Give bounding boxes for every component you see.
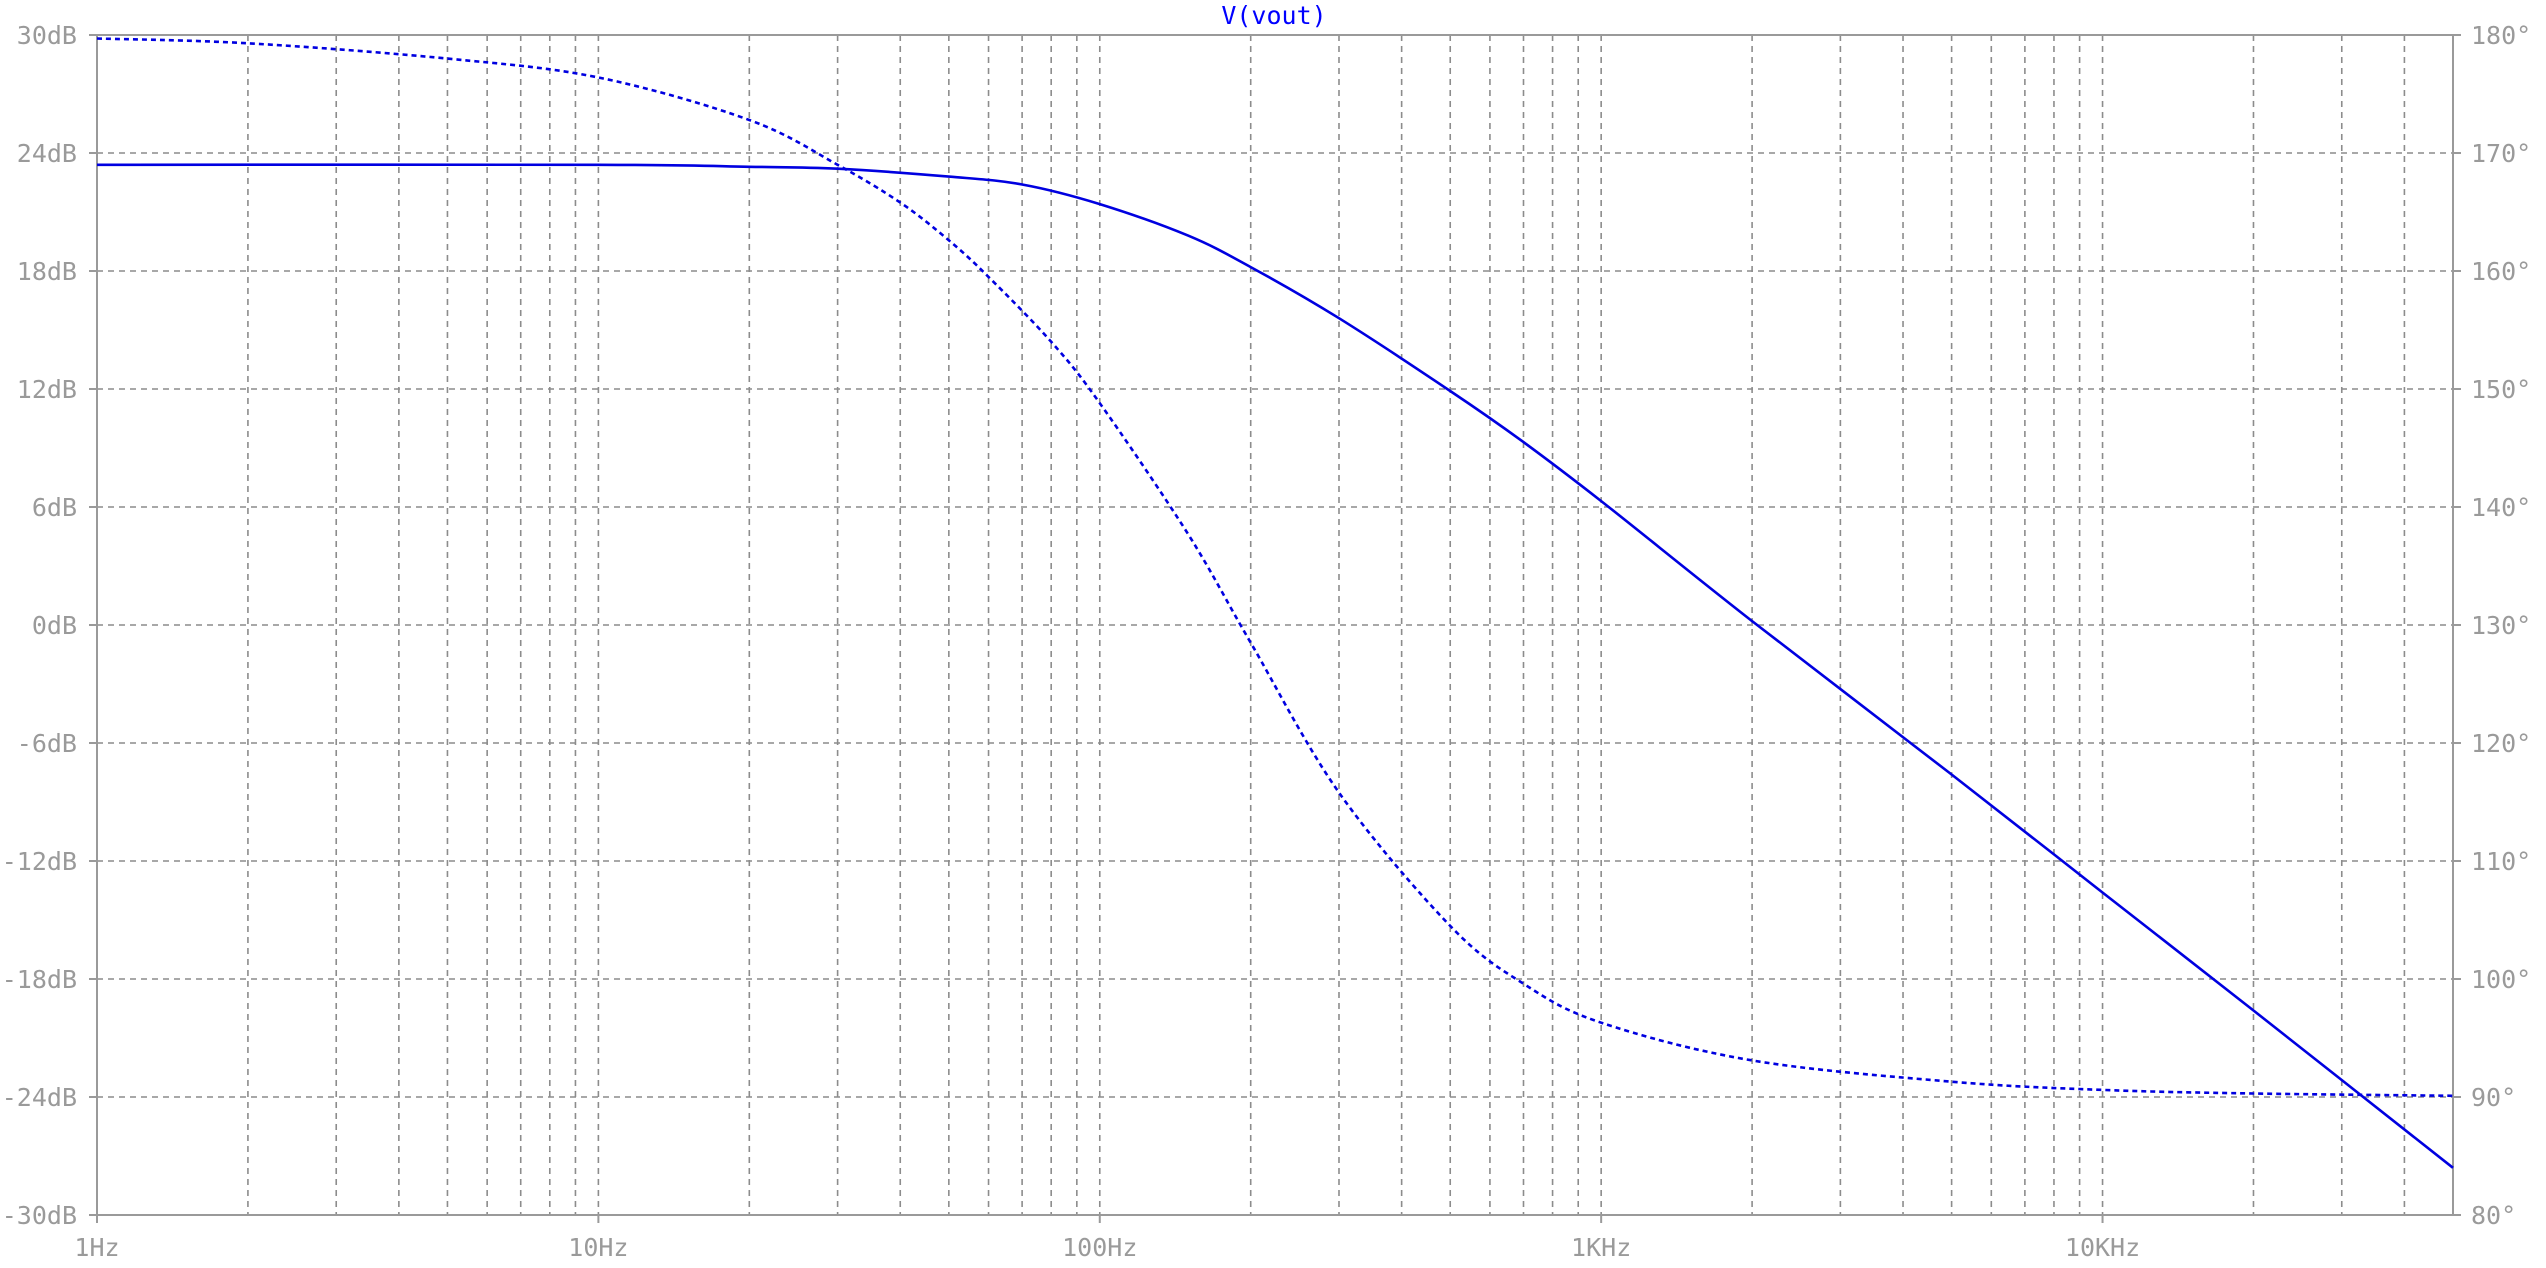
y-left-tick-label: 12dB bbox=[17, 375, 77, 404]
y-right-tick-label: 80° bbox=[2471, 1201, 2516, 1230]
x-tick-label: 1KHz bbox=[1571, 1233, 1631, 1262]
y-right-tick-label: 100° bbox=[2471, 965, 2531, 994]
y-right-tick-label: 180° bbox=[2471, 21, 2531, 50]
grid-lines bbox=[97, 35, 2453, 1215]
y-right-tick-label: 160° bbox=[2471, 257, 2531, 286]
y-left-axis-ticks: 30dB 24dB 18dB 12dB 6dB 0dB -6dB -12dB -18dB -24d… bbox=[2, 21, 97, 1230]
y-left-tick-label: -18dB bbox=[2, 965, 77, 994]
y-right-axis-ticks: 180° 170° 160° 150° 140° 130° 120° 110° 100° 90° 8… bbox=[2453, 21, 2531, 1230]
y-left-tick-label: 24dB bbox=[17, 139, 77, 168]
x-tick-label: 10KHz bbox=[2065, 1233, 2140, 1262]
y-left-tick-label: 6dB bbox=[32, 493, 77, 522]
y-right-tick-label: 120° bbox=[2471, 729, 2531, 758]
y-left-tick-label: 0dB bbox=[32, 611, 77, 640]
x-tick-label: 100Hz bbox=[1062, 1233, 1137, 1262]
y-right-tick-label: 140° bbox=[2471, 493, 2531, 522]
y-right-tick-label: 130° bbox=[2471, 611, 2531, 640]
y-right-tick-label: 110° bbox=[2471, 847, 2531, 876]
y-right-tick-label: 150° bbox=[2471, 375, 2531, 404]
magnitude-series-line bbox=[96, 163, 2454, 1169]
x-tick-label: 10Hz bbox=[568, 1233, 628, 1262]
y-left-tick-label: -12dB bbox=[2, 847, 77, 876]
y-right-tick-label: 170° bbox=[2471, 139, 2531, 168]
y-left-tick-label: -6dB bbox=[17, 729, 77, 758]
y-left-tick-label: 30dB bbox=[17, 21, 77, 50]
phase-series-line bbox=[96, 37, 2454, 1098]
y-right-tick-label: 90° bbox=[2471, 1083, 2516, 1112]
y-left-tick-label: -24dB bbox=[2, 1083, 77, 1112]
x-tick-label: 1Hz bbox=[74, 1233, 119, 1262]
chart-title: V(vout) bbox=[1221, 1, 1326, 30]
y-left-tick-label: -30dB bbox=[2, 1201, 77, 1230]
x-axis-ticks: 1Hz 10Hz 100Hz 1KHz 10KHz bbox=[74, 1215, 2140, 1262]
series-lines bbox=[96, 37, 2454, 1169]
y-left-tick-label: 18dB bbox=[17, 257, 77, 286]
